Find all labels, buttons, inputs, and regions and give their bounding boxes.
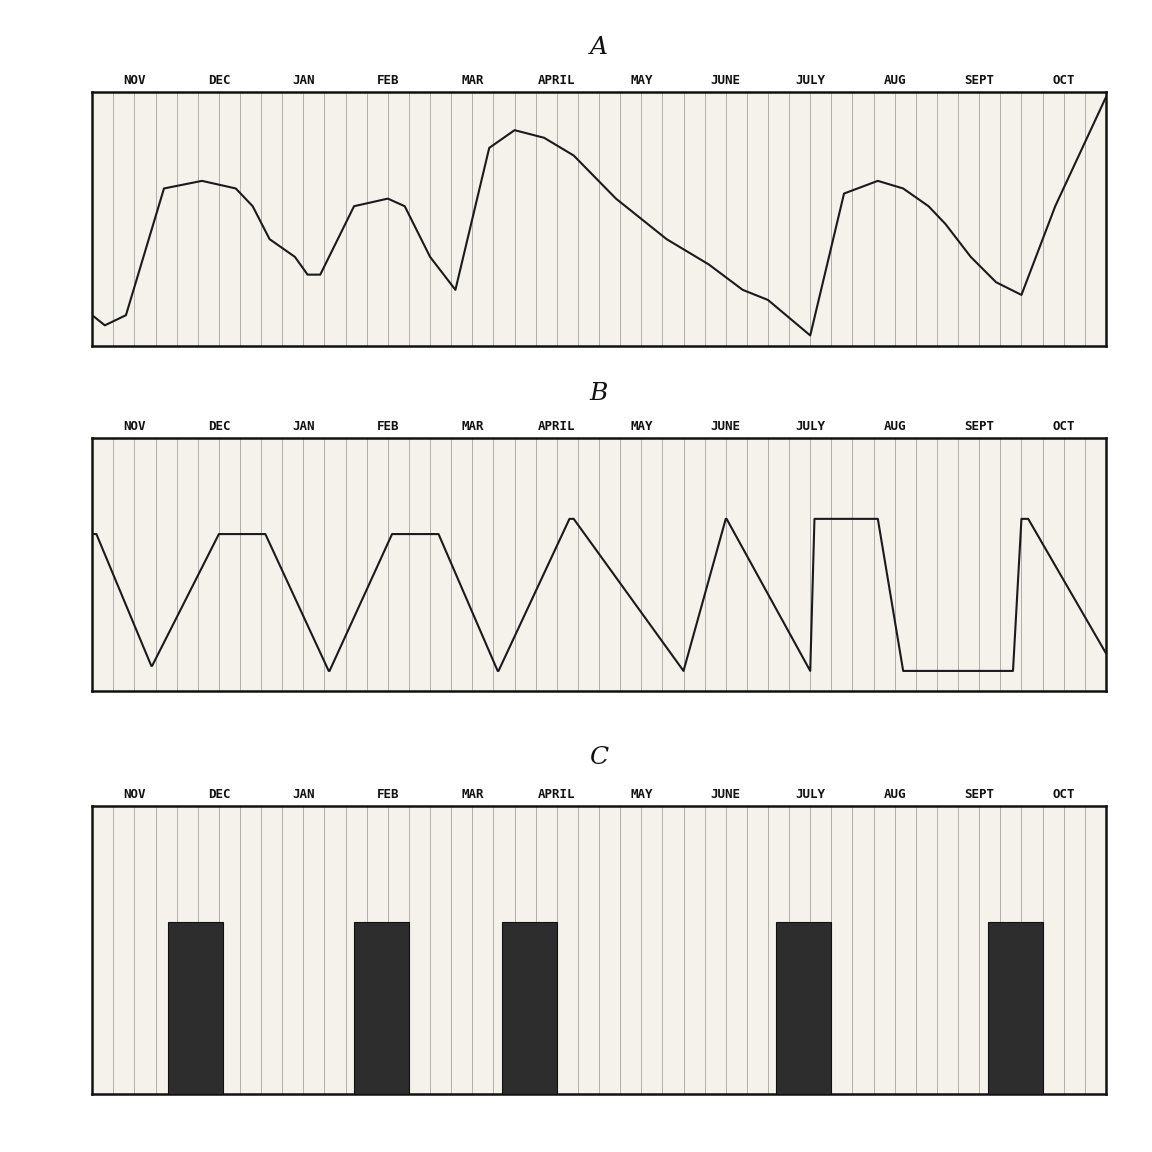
Text: FEB: FEB (377, 419, 399, 433)
Bar (354, 922, 409, 1094)
Bar (168, 922, 223, 1094)
Text: JUNE: JUNE (711, 74, 741, 88)
Text: MAR: MAR (461, 788, 484, 801)
Text: NOV: NOV (123, 788, 145, 801)
Text: JAN: JAN (293, 788, 314, 801)
Text: SEPT: SEPT (964, 788, 994, 801)
Text: JUNE: JUNE (711, 788, 741, 801)
Text: NOV: NOV (123, 74, 145, 88)
Text: NOV: NOV (123, 419, 145, 433)
Text: JAN: JAN (293, 419, 314, 433)
Text: MAY: MAY (630, 419, 652, 433)
Bar (776, 922, 832, 1094)
Text: SEPT: SEPT (964, 419, 994, 433)
Text: MAY: MAY (630, 74, 652, 88)
Text: AUG: AUG (884, 419, 905, 433)
Text: JULY: JULY (795, 74, 825, 88)
Text: SEPT: SEPT (964, 74, 994, 88)
Text: JAN: JAN (293, 74, 314, 88)
Text: A: A (590, 36, 608, 59)
Text: B: B (590, 381, 608, 404)
Text: AUG: AUG (884, 74, 905, 88)
Text: DEC: DEC (207, 788, 230, 801)
Text: AUG: AUG (884, 788, 905, 801)
Text: JULY: JULY (795, 419, 825, 433)
Text: FEB: FEB (377, 788, 399, 801)
Text: MAR: MAR (461, 74, 484, 88)
Bar (987, 922, 1043, 1094)
Text: OCT: OCT (1053, 419, 1075, 433)
Text: C: C (590, 746, 608, 770)
Text: DEC: DEC (207, 74, 230, 88)
Text: APRIL: APRIL (538, 74, 576, 88)
Text: JULY: JULY (795, 788, 825, 801)
Text: MAR: MAR (461, 419, 484, 433)
Text: MAY: MAY (630, 788, 652, 801)
Text: APRIL: APRIL (538, 419, 576, 433)
Bar (502, 922, 556, 1094)
Text: JUNE: JUNE (711, 419, 741, 433)
Text: OCT: OCT (1053, 788, 1075, 801)
Text: DEC: DEC (207, 419, 230, 433)
Text: FEB: FEB (377, 74, 399, 88)
Text: OCT: OCT (1053, 74, 1075, 88)
Text: APRIL: APRIL (538, 788, 576, 801)
